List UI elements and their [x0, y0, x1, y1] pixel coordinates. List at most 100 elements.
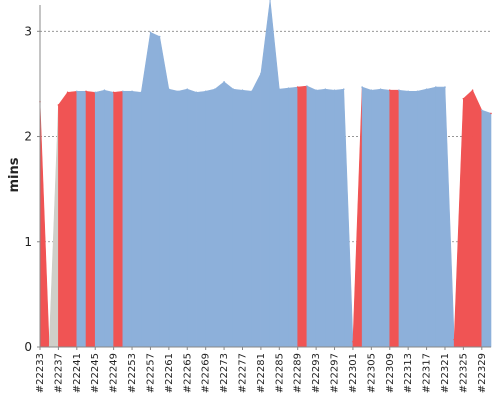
- duration-segment-22287: [288, 86, 299, 348]
- data-point-22321: [444, 86, 446, 88]
- duration-segment-22315: [417, 88, 427, 348]
- data-point-22257: [149, 31, 152, 34]
- duration-segment-22313: [407, 90, 418, 348]
- duration-segment-22299: [343, 89, 354, 348]
- duration-segment-22269: [205, 88, 216, 348]
- y-tick: 2: [24, 130, 40, 144]
- x-tick-label: #22285: [274, 353, 285, 393]
- x-tick-label: #22245: [90, 353, 101, 393]
- data-point-22323: [453, 338, 455, 341]
- data-point-22325: [462, 97, 465, 100]
- data-point-22303: [361, 86, 363, 88]
- duration-segment-22257: [150, 31, 160, 348]
- data-point-22301: [352, 340, 354, 343]
- duration-segment-22309: [389, 89, 400, 348]
- data-point-22289: [296, 86, 299, 88]
- data-point-22255: [140, 91, 143, 94]
- duration-segment-22247: [104, 89, 114, 348]
- data-point-22315: [416, 90, 419, 93]
- data-point-22253: [131, 90, 133, 93]
- x-tick-label: #22241: [72, 353, 83, 393]
- duration-segment-22279: [251, 73, 262, 348]
- data-point-22269: [204, 90, 207, 93]
- data-point-22267: [195, 91, 198, 94]
- duration-segment-22293: [315, 88, 326, 348]
- data-point-22279: [250, 90, 253, 93]
- x-axis-ticks: #22233 #22237 #22241 #22245 #22249 #22253 #222…: [35, 347, 488, 393]
- duration-segment-22307: [380, 88, 391, 348]
- data-point-22283: [269, 0, 271, 1]
- x-tick-label: #22289: [293, 353, 304, 393]
- duration-segment-22289: [297, 85, 308, 348]
- x-tick-label: #22325: [458, 353, 469, 393]
- duration-segment-22235: [48, 104, 59, 348]
- data-point-22251: [122, 90, 124, 93]
- duration-segment-22249: [113, 90, 124, 348]
- duration-segment-22297: [334, 88, 345, 348]
- duration-segment-22303: [361, 86, 372, 348]
- x-tick-label: #22321: [440, 353, 451, 393]
- duration-segment-22273: [223, 81, 234, 348]
- data-point-22287: [287, 87, 290, 89]
- data-point-22331: [490, 112, 492, 115]
- data-point-22259: [158, 35, 161, 38]
- x-tick-label: #22317: [422, 353, 433, 393]
- duration-segment-22275: [232, 88, 243, 348]
- duration-segment-22325: [463, 89, 473, 348]
- duration-segment-22317: [426, 86, 437, 348]
- data-point-22307: [379, 88, 382, 90]
- y-tick-label: 2: [24, 130, 32, 144]
- data-point-22277: [241, 89, 244, 92]
- data-point-22245: [94, 91, 97, 94]
- duration-segment-22267: [196, 90, 206, 348]
- x-tick-label: #22305: [366, 353, 377, 393]
- duration-segment-22239: [67, 90, 78, 348]
- duration-segment-22295: [325, 88, 335, 348]
- x-tick-label: #22261: [164, 353, 175, 393]
- data-point-22297: [333, 89, 336, 92]
- x-tick-label: #22281: [256, 353, 267, 393]
- data-point-22311: [398, 89, 400, 92]
- x-tick-label: #22293: [311, 353, 322, 393]
- data-point-22309: [388, 89, 391, 92]
- x-tick-label: #22297: [330, 353, 341, 393]
- data-point-22317: [425, 88, 428, 90]
- data-point-22329: [480, 109, 483, 112]
- data-point-22271: [214, 88, 216, 90]
- x-tick-label: #22253: [127, 353, 138, 393]
- duration-segment-22321: [444, 87, 455, 348]
- data-point-22249: [112, 91, 115, 94]
- area-layer: [39, 0, 492, 348]
- duration-segment-22261: [168, 88, 179, 348]
- data-point-22243: [85, 90, 87, 93]
- x-tick-label: #22313: [403, 353, 414, 393]
- duration-segment-22283: [269, 0, 280, 348]
- y-axis-title: mins: [7, 157, 22, 192]
- duration-segment-22323: [453, 98, 464, 348]
- duration-segment-22233: [39, 101, 50, 348]
- duration-segment-22271: [214, 81, 225, 348]
- data-point-22295: [324, 88, 327, 90]
- data-point-22261: [168, 88, 170, 90]
- x-tick-label: #22309: [385, 353, 396, 393]
- axis-layer: [39, 5, 491, 348]
- y-tick-label: 3: [24, 24, 32, 38]
- x-tick-label: #22265: [182, 353, 193, 393]
- duration-segment-22301: [352, 87, 363, 348]
- x-tick-label: #22301: [348, 353, 359, 393]
- duration-segment-22253: [131, 90, 142, 348]
- y-tick: 1: [24, 235, 40, 249]
- duration-segment-22329: [481, 109, 492, 348]
- duration-segment-22277: [242, 89, 252, 348]
- data-point-22305: [370, 89, 373, 92]
- x-tick-label: #22257: [145, 353, 156, 393]
- duration-segment-22237: [58, 91, 68, 348]
- duration-segment-22311: [398, 89, 409, 348]
- data-point-22291: [306, 85, 308, 87]
- duration-segment-22245: [94, 89, 105, 348]
- duration-segment-22281: [260, 0, 271, 348]
- duration-segment-22243: [85, 90, 96, 348]
- data-point-22265: [186, 88, 189, 90]
